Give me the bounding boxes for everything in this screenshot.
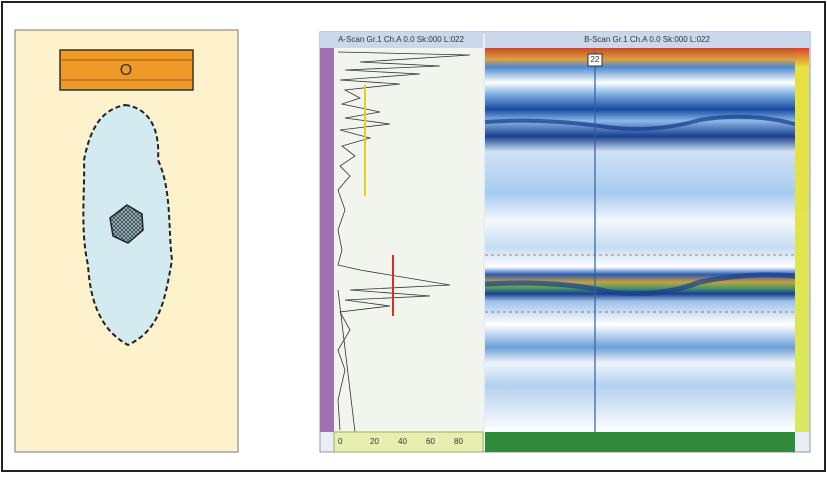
defect	[109, 204, 144, 244]
ascan-plot	[334, 48, 483, 432]
ascan-tick: 0	[338, 437, 343, 446]
color-scale	[795, 48, 809, 432]
ascan-gate-line	[337, 289, 356, 433]
probe	[59, 49, 194, 91]
ascan-title: A-Scan Gr.1 Ch.A 0.0 Sk:000 L:022	[338, 35, 464, 44]
bscan-band	[484, 114, 796, 131]
bscan-axis	[485, 432, 795, 452]
bscan-header	[485, 32, 810, 48]
cursor-box	[587, 53, 603, 67]
ascan-depth-strip	[320, 48, 334, 432]
cursor-label: 22	[591, 55, 600, 64]
ascan-tick: 40	[398, 437, 407, 446]
bscan-band	[484, 272, 796, 297]
ascan-header	[320, 32, 483, 48]
ascan-tick: 80	[454, 437, 463, 446]
ascan-tick: 60	[426, 437, 435, 446]
ascan-tick: 20	[370, 437, 379, 446]
ascan-waveform	[337, 51, 471, 431]
ascan-axis	[333, 431, 484, 453]
bscan-title: B-Scan Gr.1 Ch.A 0.0 Sk:000 L:022	[584, 35, 710, 44]
bscan-image	[485, 48, 795, 432]
probe-label: O	[120, 62, 132, 79]
